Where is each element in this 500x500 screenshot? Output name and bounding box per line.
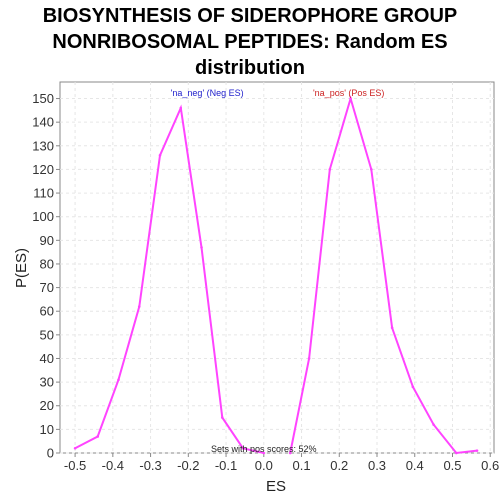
y-tick-label: 0 xyxy=(47,446,54,461)
chart-title-line-1: BIOSYNTHESIS OF SIDEROPHORE GROUP xyxy=(42,5,458,27)
data-point xyxy=(220,416,224,419)
y-tick-label: 10 xyxy=(40,422,54,437)
data-point xyxy=(96,435,100,438)
series-group xyxy=(73,94,479,455)
y-tick-label: 50 xyxy=(40,327,54,342)
x-tick-label: -0.4 xyxy=(102,458,124,473)
data-point xyxy=(288,451,292,455)
data-point xyxy=(328,168,332,171)
y-tick-label: 40 xyxy=(40,351,54,366)
data-point xyxy=(475,449,479,452)
y-tick-label: 90 xyxy=(40,233,54,248)
x-tick-label: 0.6 xyxy=(481,458,499,473)
data-point xyxy=(73,446,77,450)
series-line-2 xyxy=(289,94,478,455)
x-tick-label: 0.2 xyxy=(330,458,348,473)
y-tick-label: 60 xyxy=(40,304,54,319)
y-tick-label: 110 xyxy=(33,186,54,201)
annotations: 'na_neg' (Neg ES) 'na_pos' (Pos ES) Sets w… xyxy=(171,88,385,454)
x-tick-label: -0.2 xyxy=(177,458,199,473)
data-point xyxy=(370,168,373,171)
data-point xyxy=(117,378,120,382)
y-tick-label: 30 xyxy=(40,375,54,390)
data-point xyxy=(349,97,352,100)
x-axis-label: ES xyxy=(266,478,286,495)
chart-title-line-2: NONRIBOSOMAL PEPTIDES: Random ES xyxy=(52,31,448,53)
chart-title-line-3: distribution xyxy=(195,57,305,79)
data-point xyxy=(390,326,394,330)
y-axis-ticks: 0 10 20 30 40 50 60 70 80 90 100 110 120 130 140 150 xyxy=(32,91,60,461)
y-tick-label: 120 xyxy=(32,162,54,177)
data-point xyxy=(241,446,245,450)
data-point xyxy=(432,423,435,426)
x-tick-label: 0.0 xyxy=(255,458,273,473)
data-point xyxy=(307,357,311,360)
annotation-1: 'na_neg' (Neg ES) xyxy=(171,88,244,98)
plot-area xyxy=(59,81,495,454)
y-tick-label: 70 xyxy=(40,280,54,295)
x-tick-label: 0.3 xyxy=(368,458,386,473)
data-point xyxy=(179,106,183,110)
x-tick-label: 0.5 xyxy=(443,458,461,473)
annotation-2: 'na_pos' (Pos ES) xyxy=(313,88,384,98)
y-tick-label: 20 xyxy=(40,398,54,413)
x-tick-label: -0.1 xyxy=(215,458,237,473)
x-tick-label: 0.4 xyxy=(406,458,424,473)
chart-title: BIOSYNTHESIS OF SIDEROPHORE GROUP NONRIB… xyxy=(0,3,500,81)
grid-lines xyxy=(60,82,494,454)
data-point xyxy=(137,305,141,308)
y-tick-label: 100 xyxy=(32,209,54,224)
data-point xyxy=(262,451,266,455)
y-tick-label: 130 xyxy=(32,138,54,153)
x-tick-label: -0.5 xyxy=(64,458,86,473)
data-point xyxy=(454,451,458,455)
data-point xyxy=(200,246,203,249)
data-point xyxy=(411,385,415,389)
y-tick-label: 80 xyxy=(40,256,54,271)
annotation-3: Sets with pos scores: 52% xyxy=(211,444,317,454)
x-tick-label: 0.1 xyxy=(292,458,310,473)
y-tick-label: 150 xyxy=(32,91,54,106)
x-axis-ticks: -0.5 -0.4 -0.3 -0.2 -0.1 0.0 0.1 0.2 0.3 0.4 0.5 0.… xyxy=(64,453,499,473)
series-line-1 xyxy=(74,104,265,454)
y-tick-label: 140 xyxy=(32,115,54,130)
x-tick-label: -0.3 xyxy=(139,458,161,473)
y-axis-label: P(ES) xyxy=(13,248,30,288)
data-point xyxy=(158,153,162,157)
